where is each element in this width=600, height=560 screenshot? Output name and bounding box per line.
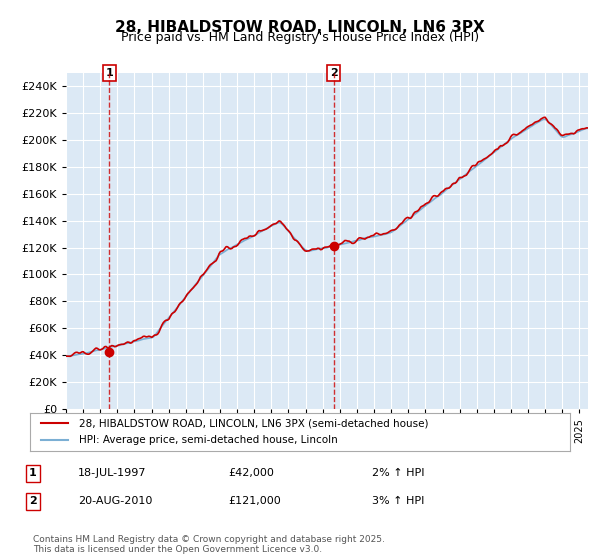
Text: HPI: Average price, semi-detached house, Lincoln: HPI: Average price, semi-detached house,… xyxy=(79,435,337,445)
Text: 28, HIBALDSTOW ROAD, LINCOLN, LN6 3PX: 28, HIBALDSTOW ROAD, LINCOLN, LN6 3PX xyxy=(115,20,485,35)
Text: £42,000: £42,000 xyxy=(228,468,274,478)
Text: Price paid vs. HM Land Registry's House Price Index (HPI): Price paid vs. HM Land Registry's House … xyxy=(121,31,479,44)
Text: 1: 1 xyxy=(29,468,37,478)
Text: 3% ↑ HPI: 3% ↑ HPI xyxy=(372,496,424,506)
Text: 1: 1 xyxy=(106,68,113,78)
Text: 28, HIBALDSTOW ROAD, LINCOLN, LN6 3PX (semi-detached house): 28, HIBALDSTOW ROAD, LINCOLN, LN6 3PX (s… xyxy=(79,418,428,428)
Text: Contains HM Land Registry data © Crown copyright and database right 2025.
This d: Contains HM Land Registry data © Crown c… xyxy=(33,535,385,554)
Text: 20-AUG-2010: 20-AUG-2010 xyxy=(78,496,152,506)
Text: 18-JUL-1997: 18-JUL-1997 xyxy=(78,468,146,478)
Text: £121,000: £121,000 xyxy=(228,496,281,506)
Text: 2: 2 xyxy=(29,496,37,506)
Text: 2: 2 xyxy=(329,68,337,78)
Text: 2% ↑ HPI: 2% ↑ HPI xyxy=(372,468,425,478)
